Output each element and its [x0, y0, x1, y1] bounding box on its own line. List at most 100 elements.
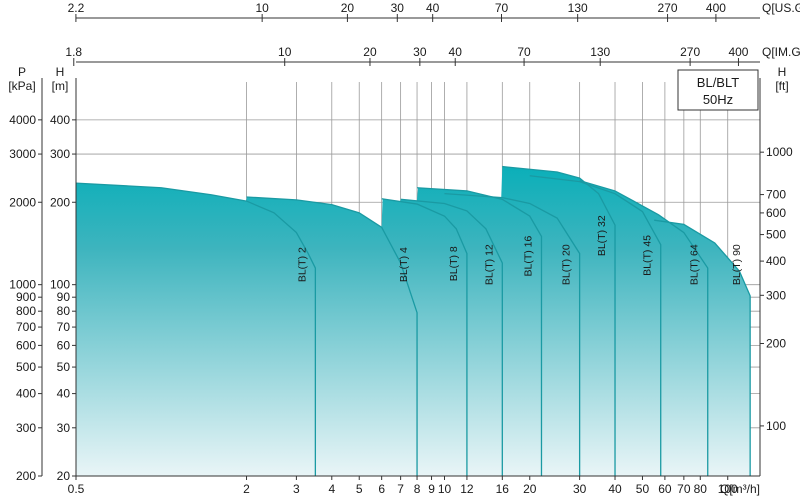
axis-title-h-ft-unit: [ft] [775, 79, 788, 93]
curve-bl-t-20 [444, 193, 581, 476]
curve-bl-t-64 [579, 179, 709, 476]
curve-bl-t-8 [381, 198, 468, 476]
tick-label: 200 [766, 337, 786, 351]
tick-label: 20 [57, 469, 71, 483]
tick-label: 3000 [9, 147, 36, 161]
tick-label: 60 [57, 338, 71, 352]
tick-label: 200 [16, 469, 36, 483]
tick-label: 700 [766, 188, 786, 202]
axis-title-p-unit: [kPa] [8, 79, 35, 93]
curve-bl-t-90 [654, 219, 751, 476]
curve-label: BL(T) 8 [448, 246, 460, 281]
curve-label: BL(T) 2 [296, 247, 308, 282]
tick-label: 300 [16, 421, 36, 435]
curve-label: BL(T) 45 [642, 235, 654, 276]
tick-label: 70 [57, 320, 71, 334]
tick-label: 400 [706, 1, 726, 15]
axis-title-h-m-unit: [m] [52, 79, 69, 93]
title-line-2: 50Hz [703, 92, 733, 107]
curve-label: BL(T) 12 [483, 244, 495, 285]
tick-label: 4000 [9, 113, 36, 127]
tick-label: 270 [680, 45, 700, 59]
tick-label: 500 [16, 360, 36, 374]
tick-label: 600 [766, 206, 786, 220]
coverage-fill [76, 166, 750, 476]
tick-label: 100 [766, 419, 786, 433]
tick-label: 900 [16, 290, 36, 304]
tick-label: 400 [50, 113, 70, 127]
axis-title-h-m: H [56, 65, 65, 79]
tick-label: 40 [608, 482, 622, 496]
tick-label: 70 [677, 482, 691, 496]
tick-label: 1000 [766, 145, 793, 159]
title-line-1: BL/BLT [697, 75, 739, 90]
tick-label: 10 [255, 1, 269, 15]
tick-label: 1000 [9, 278, 36, 292]
curve-bl-t-12 [400, 198, 503, 476]
curve-label: BL(T) 90 [731, 244, 743, 285]
tick-label: 30 [413, 45, 427, 59]
tick-label: 50 [57, 360, 71, 374]
tick-label: 40 [57, 387, 71, 401]
tick-label: 40 [449, 45, 463, 59]
tick-label: 5 [356, 482, 363, 496]
curve-label: BL(T) 16 [522, 235, 534, 276]
axis-title-h-ft: H [778, 65, 787, 79]
curve-label: BL(T) 64 [689, 244, 701, 285]
title-box [677, 69, 759, 111]
tick-label: 700 [16, 320, 36, 334]
tick-label: 70 [495, 1, 509, 15]
tick-label: 3 [293, 482, 300, 496]
coverage-area [76, 166, 750, 476]
axis-title-us: Q[US.GPM] [762, 1, 800, 15]
tick-label: 30 [391, 1, 405, 15]
tick-labels: 2.21020304070130270400Q[US.GPM]1.8102030… [8, 1, 800, 496]
curve-bl-t-16 [417, 187, 543, 476]
tick-label: 6 [378, 482, 385, 496]
tick-label: 80 [694, 482, 708, 496]
curves: BL(T) 2 BL(T) 4 BL(T) 8 BL(T) 12 BL(T) 16 BL(… [75, 165, 751, 476]
tick-label: 8 [414, 482, 421, 496]
tick-label: 800 [16, 304, 36, 318]
axes [38, 14, 764, 480]
tick-label: 80 [57, 304, 71, 318]
tick-label: 600 [16, 338, 36, 352]
tick-label: 10 [438, 482, 452, 496]
tick-label: 2.2 [68, 1, 85, 15]
curve-bl-t-32 [502, 165, 616, 476]
curve-label: BL(T) 20 [561, 244, 573, 285]
tick-label: 1.8 [65, 45, 82, 59]
tick-label: 4 [328, 482, 335, 496]
tick-label: 400 [728, 45, 748, 59]
tick-label: 30 [573, 482, 587, 496]
curve-label: BL(T) 4 [398, 247, 410, 282]
tick-label: 130 [568, 1, 588, 15]
tick-label: 2 [243, 482, 250, 496]
curve-bl-t-2 [75, 182, 317, 476]
curve-bl-t-4 [246, 196, 418, 476]
tick-label: 7 [397, 482, 404, 496]
axis-title-p: P [18, 65, 26, 79]
tick-label: 300 [50, 147, 70, 161]
tick-label: 100 [50, 278, 70, 292]
tick-label: 10 [278, 45, 292, 59]
tick-label: 9 [428, 482, 435, 496]
tick-label: 16 [496, 482, 510, 496]
tick-label: 12 [460, 482, 474, 496]
tick-label: 20 [363, 45, 377, 59]
tick-label: 0.5 [68, 482, 85, 496]
tick-label: 70 [517, 45, 531, 59]
curve-label: BL(T) 32 [596, 215, 608, 256]
tick-label: 2000 [9, 195, 36, 209]
tick-label: 130 [590, 45, 610, 59]
tick-label: 270 [658, 1, 678, 15]
tick-label: 20 [341, 1, 355, 15]
tick-label: 20 [523, 482, 537, 496]
tick-label: 100 [718, 482, 738, 496]
axis-title-q: Q[m³/h] [720, 482, 760, 496]
tick-label: 200 [50, 195, 70, 209]
tick-label: 500 [766, 228, 786, 242]
tick-label: 90 [57, 290, 71, 304]
axis-title-im: Q[IM.GPM] [762, 45, 800, 59]
